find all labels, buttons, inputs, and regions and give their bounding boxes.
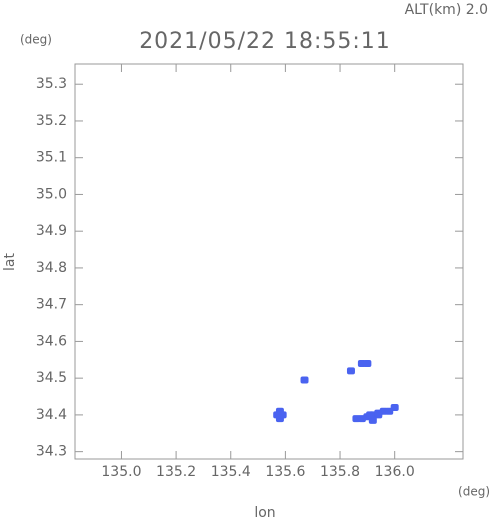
x-axis-label: lon — [254, 505, 275, 521]
y-tick-label: 34.9 — [36, 223, 67, 239]
echo-point — [275, 407, 284, 415]
echo-point — [390, 404, 399, 412]
x-tick-label: 135.4 — [211, 464, 251, 480]
y-tick-label: 34.7 — [36, 297, 67, 313]
x-unit: (deg) — [458, 485, 490, 499]
x-tick-label: 135.0 — [101, 464, 141, 480]
echo-point — [363, 359, 372, 367]
y-tick-label: 34.8 — [36, 260, 67, 276]
echo-point — [300, 376, 309, 384]
y-tick-label: 35.2 — [36, 113, 67, 129]
y-tick-label: 34.6 — [36, 333, 67, 349]
y-tick-label: 34.5 — [36, 370, 67, 386]
y-tick-label: 35.3 — [36, 76, 67, 92]
echo-point — [374, 409, 383, 417]
x-tick-label: 135.2 — [156, 464, 196, 480]
y-tick-label: 34.4 — [36, 407, 67, 423]
y-tick-label: 34.3 — [36, 444, 67, 460]
x-tick-label: 135.8 — [320, 464, 360, 480]
altitude-label: ALT(km) 2.0 — [405, 2, 488, 18]
echo-point — [368, 416, 377, 424]
echo-point — [346, 367, 355, 375]
y-tick-label: 35.1 — [36, 150, 67, 166]
y-axis-label: lat — [2, 253, 18, 271]
plot-frame — [74, 63, 464, 460]
y-unit: (deg) — [20, 33, 52, 47]
chart-title: 2021/05/22 18:55:11 — [139, 29, 391, 54]
echo-point — [366, 411, 375, 419]
x-tick-label: 135.6 — [265, 464, 305, 480]
x-tick-label: 136.0 — [375, 464, 415, 480]
y-tick-label: 35.0 — [36, 186, 67, 202]
